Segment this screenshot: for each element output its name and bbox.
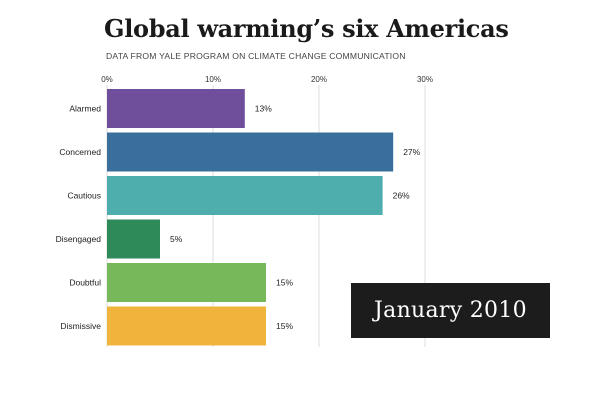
value-label: 26%	[393, 191, 410, 201]
value-label: 15%	[276, 321, 293, 331]
x-tick-label: 0%	[101, 75, 113, 84]
bar-disengaged	[107, 219, 160, 259]
bars-layer	[107, 89, 394, 346]
value-label: 15%	[276, 278, 293, 288]
x-tick-label: 30%	[417, 75, 433, 84]
x-tick-label: 20%	[311, 75, 327, 84]
grid-layer	[106, 85, 426, 347]
bar-doubtful	[107, 263, 266, 302]
value-label: 13%	[255, 104, 272, 114]
bar-cautious	[107, 176, 383, 215]
x-tick-label: 10%	[205, 75, 221, 84]
chart-title: Global warming’s six Americas	[104, 14, 509, 43]
bar-concerned	[107, 132, 394, 172]
value-label: 27%	[403, 147, 420, 157]
chart-subtitle: DATA FROM YALE PROGRAM ON CLIMATE CHANGE…	[106, 51, 406, 61]
category-label: Concerned	[59, 147, 101, 157]
category-label: Doubtful	[69, 278, 101, 288]
category-label: Disengaged	[56, 234, 102, 244]
labels-layer: 0% 10% 20% 30% Alarmed 13% Concerned 27% Cautiou…	[56, 75, 433, 331]
bar-dismissive	[107, 306, 266, 346]
category-label: Alarmed	[69, 104, 101, 114]
category-label: Cautious	[67, 191, 101, 201]
date-badge: January 2010	[351, 283, 550, 338]
value-label: 5%	[170, 234, 183, 244]
category-label: Dismissive	[60, 321, 101, 331]
bar-alarmed	[107, 89, 245, 128]
